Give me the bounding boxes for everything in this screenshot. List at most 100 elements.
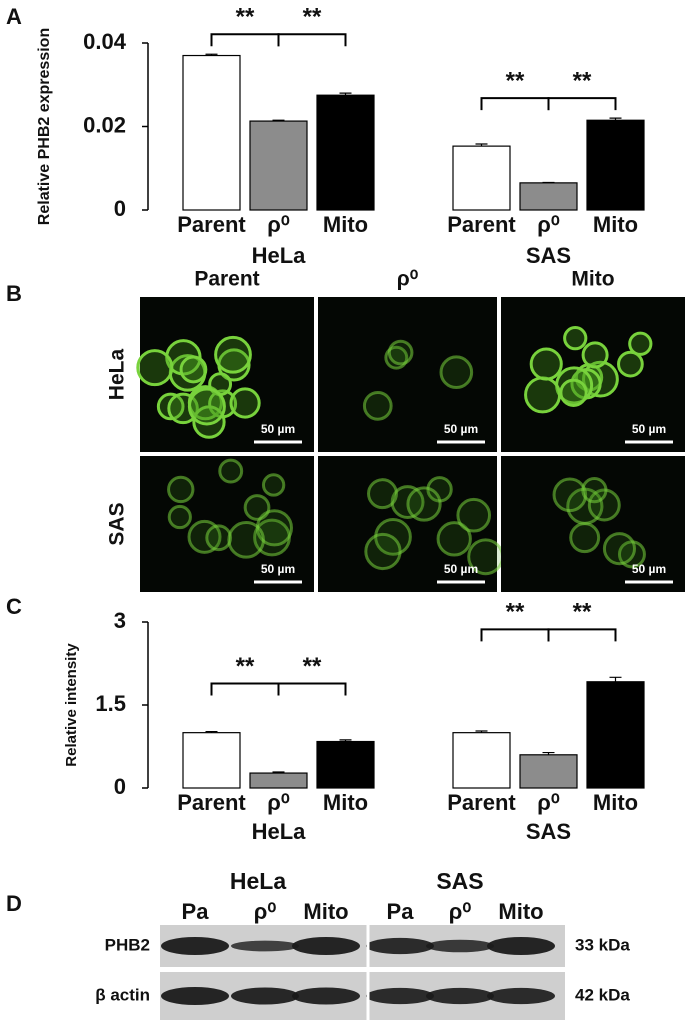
y-tick-label: 0: [114, 774, 126, 799]
micrograph: [318, 456, 497, 592]
bar: [452, 145, 511, 211]
blot-row-label: β actin: [95, 985, 150, 1004]
row-label: HeLa: [106, 349, 129, 401]
row-label: SAS: [106, 502, 129, 545]
x-tick-label: ρ⁰: [267, 790, 290, 815]
error-bar: [339, 92, 352, 96]
blot-row-label: PHB2: [105, 935, 150, 954]
scale-bar-label: 50 µm: [444, 422, 478, 436]
cell: [602, 532, 637, 566]
bar: [316, 94, 375, 211]
cell: [229, 387, 261, 419]
blot-band: [161, 937, 229, 955]
lane-label: Mito: [498, 899, 543, 924]
y-tick-label: 0: [114, 196, 126, 221]
x-tick-label: Mito: [593, 212, 638, 237]
bar: [519, 754, 578, 789]
significance-label: **: [573, 599, 592, 626]
blot-band: [366, 937, 434, 955]
significance-label: **: [506, 67, 525, 94]
cell: [563, 326, 588, 351]
blot-band: [231, 940, 299, 952]
cell: [439, 355, 474, 390]
bar: [519, 182, 578, 211]
cell: [587, 488, 621, 522]
x-tick-label: ρ⁰: [267, 212, 290, 237]
cell: [529, 347, 563, 381]
error-bar: [205, 53, 218, 56]
bar: [249, 120, 308, 211]
cell: [214, 335, 252, 374]
cell: [167, 475, 195, 504]
cell: [456, 497, 492, 533]
scale-bar-label: 50 µm: [632, 422, 666, 436]
cell: [436, 521, 472, 557]
cell: [156, 392, 185, 421]
lane-label: Pa: [387, 899, 415, 924]
cell: [227, 521, 265, 559]
scale-bar-label: 50 µm: [632, 562, 666, 576]
panel-label: D: [6, 891, 22, 916]
blot-band: [161, 987, 229, 1005]
lane-label: ρ⁰: [449, 899, 472, 924]
cell: [387, 339, 414, 366]
blot-group-label: HeLa: [230, 868, 286, 894]
significance-bracket: [210, 33, 280, 47]
x-tick-label: ρ⁰: [537, 212, 560, 237]
error-bar: [609, 676, 622, 682]
significance-bracket: [210, 682, 280, 696]
significance-bracket: [277, 33, 347, 47]
y-tick-label: 0.02: [83, 112, 126, 137]
y-axis-label: Relative PHB2 expression: [36, 28, 53, 225]
significance-label: **: [303, 653, 322, 680]
blot-band: [231, 987, 299, 1005]
cell: [524, 376, 562, 414]
panel-label: B: [6, 281, 22, 306]
error-bar: [339, 739, 352, 742]
significance-bracket: [547, 628, 617, 642]
significance-bracket: [480, 628, 550, 642]
column-label: Mito: [571, 268, 614, 291]
significance-label: **: [573, 67, 592, 94]
lane-label: Mito: [303, 899, 348, 924]
error-bar: [272, 771, 285, 774]
cell: [243, 494, 271, 521]
cell: [406, 486, 442, 522]
error-bar: [542, 751, 555, 755]
scale-bar-label: 50 µm: [444, 562, 478, 576]
cell: [569, 522, 601, 554]
bar: [452, 732, 511, 789]
y-tick-label: 1.5: [95, 691, 126, 716]
bar: [249, 772, 308, 789]
scale-bar-label: 50 µm: [261, 562, 295, 576]
blot-band: [487, 987, 555, 1005]
cell: [192, 405, 226, 439]
significance-label: **: [303, 4, 322, 31]
cell: [218, 458, 244, 484]
y-axis-label: Relative intensity: [63, 643, 80, 767]
bar: [182, 732, 241, 789]
cell: [179, 355, 208, 384]
bar: [586, 681, 645, 789]
cell: [205, 524, 233, 552]
error-bar: [272, 119, 285, 122]
cell: [559, 378, 588, 407]
error-bar: [475, 143, 488, 147]
cell: [367, 478, 398, 510]
blot-band: [487, 937, 555, 955]
x-tick-label: Parent: [177, 790, 246, 815]
cell: [261, 473, 286, 497]
y-tick-label: 3: [114, 608, 126, 633]
cell: [362, 390, 393, 421]
blot-band: [292, 987, 360, 1005]
group-label: HeLa: [252, 243, 307, 268]
cell: [552, 477, 588, 513]
bar: [182, 54, 241, 211]
lane-label: ρ⁰: [254, 899, 277, 924]
bar: [586, 119, 645, 211]
error-bar: [205, 730, 218, 733]
cell: [581, 476, 608, 504]
error-bar: [609, 117, 622, 121]
blot-group-label: SAS: [436, 868, 483, 894]
